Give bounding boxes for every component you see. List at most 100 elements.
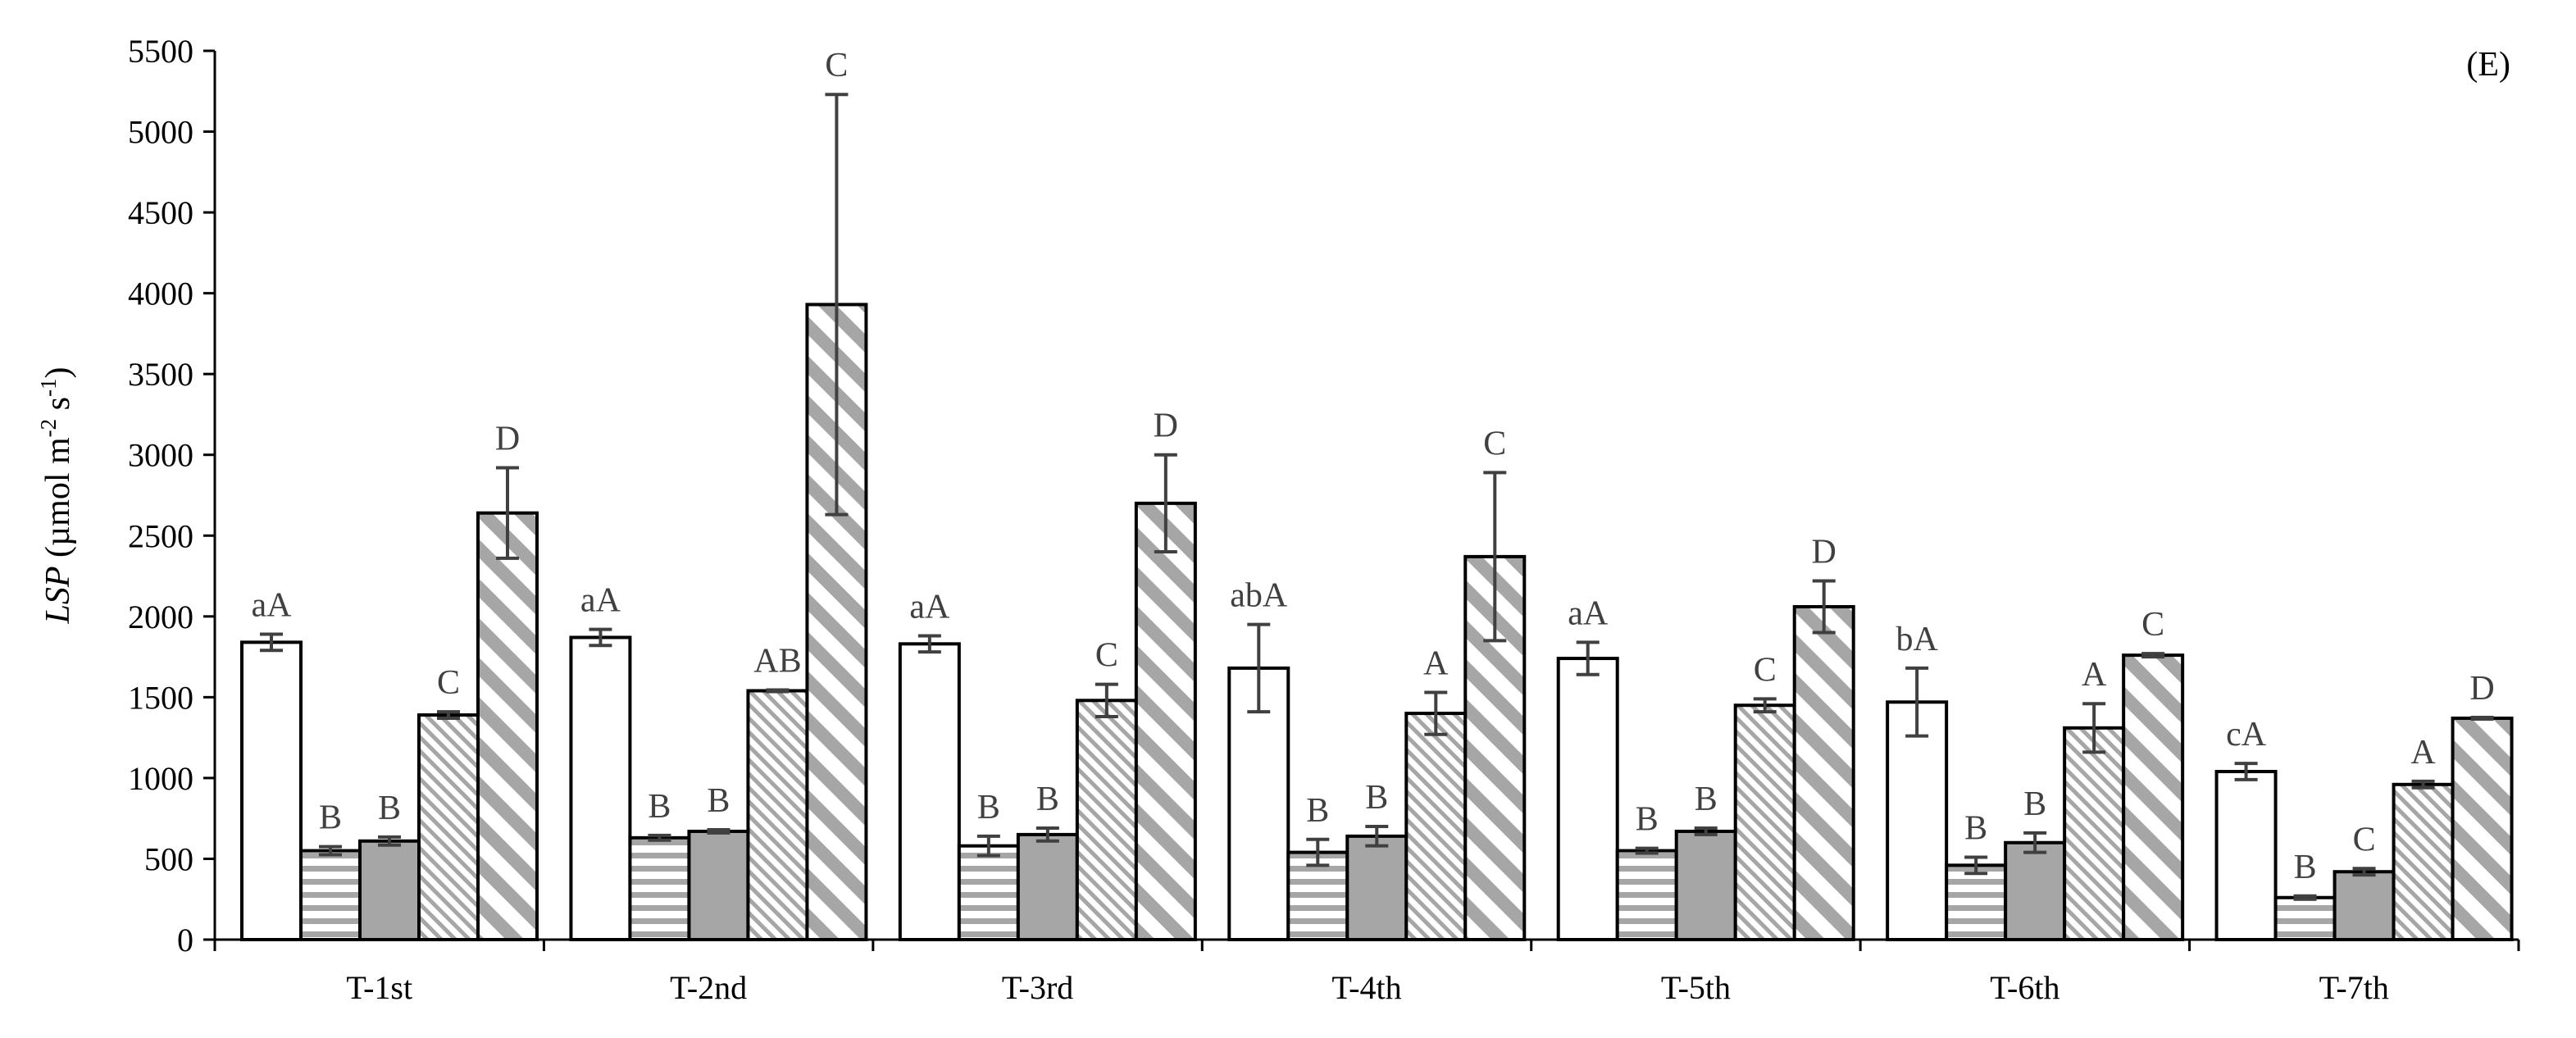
x-tick-label: T-6th <box>1990 969 2059 1006</box>
significance-label: B <box>1636 801 1659 839</box>
significance-label: C <box>437 664 460 702</box>
y-tick-label: 4500 <box>128 194 193 231</box>
y-tick-label: 2500 <box>128 517 193 554</box>
significance-label: B <box>648 788 671 826</box>
significance-label: AB <box>753 642 801 680</box>
bar <box>1016 832 1079 942</box>
y-axis-title-suffix: ) <box>39 366 77 378</box>
bar <box>1945 863 2008 941</box>
significance-label: D <box>1154 407 1178 445</box>
significance-label: B <box>1036 781 1059 818</box>
significance-label: C <box>1095 637 1118 675</box>
bar <box>1404 712 1468 942</box>
significance-label: B <box>977 789 1000 826</box>
significance-label: D <box>495 420 520 458</box>
bar <box>1674 829 1737 941</box>
significance-label: A <box>2082 656 2107 694</box>
significance-label: abA <box>1230 577 1288 615</box>
bar <box>687 829 750 941</box>
bar <box>417 713 480 941</box>
bar <box>1075 699 1138 942</box>
y-tick-label: 2000 <box>128 599 193 635</box>
significance-label: C <box>1483 425 1506 462</box>
y-tick-label: 1000 <box>128 760 193 797</box>
y-tick-label: 1500 <box>128 679 193 716</box>
significance-label: B <box>1964 809 1987 847</box>
bar <box>1556 657 1619 941</box>
significance-label: A <box>1423 644 1449 682</box>
bar <box>628 835 691 941</box>
bar <box>2004 840 2067 942</box>
significance-label: bA <box>1896 621 1938 658</box>
y-axis-title-prefix: (µmol m <box>39 437 77 567</box>
bar <box>299 849 362 941</box>
x-tick-label: T-3rd <box>1002 969 1073 1006</box>
bars <box>240 303 2514 942</box>
x-tick-label: T-7th <box>2319 969 2389 1006</box>
y-tick-label: 3500 <box>128 356 193 393</box>
bar <box>957 844 1020 941</box>
significance-label: B <box>2294 849 2317 886</box>
y-tick-label: 5500 <box>128 33 193 70</box>
significance-label: aA <box>1568 594 1609 632</box>
bar <box>1792 604 1855 941</box>
y-axis-title-sup2: -1 <box>36 378 61 397</box>
y-tick-label: 3000 <box>128 437 193 474</box>
significance-label: C <box>2141 606 2164 644</box>
significance-label: C <box>2353 821 2376 858</box>
bar <box>240 640 303 941</box>
bar <box>898 642 961 941</box>
significance-label: B <box>1306 792 1329 830</box>
significance-label: C <box>825 47 848 84</box>
significance-label: D <box>1812 533 1836 571</box>
bar <box>476 511 539 941</box>
bar <box>1134 501 1197 941</box>
significance-label: C <box>1754 651 1777 689</box>
bar <box>569 635 632 941</box>
bar <box>2392 782 2455 941</box>
x-tick-label: T-5th <box>1661 969 1731 1006</box>
bar <box>2451 716 2514 942</box>
y-tick-label: 4000 <box>128 275 193 312</box>
x-ticks: T-1st T-2nd T-3rd T-4th T-5th T-6th T-7th <box>213 940 2520 1006</box>
x-axis: T-1st T-2nd T-3rd T-4th T-5th T-6th T-7th <box>213 938 2520 1006</box>
y-axis-title-middle: s <box>39 397 77 419</box>
significance-label: A <box>2410 734 2436 772</box>
significance-label: aA <box>252 586 293 624</box>
y-tick-label: 5000 <box>128 114 193 151</box>
y-axis: 0 500 1000 1500 2000 2500 3000 3500 4000 4500 5000… <box>128 33 216 958</box>
error-bars <box>260 93 2494 901</box>
bar <box>1345 834 1409 941</box>
panel-label: (E) <box>2466 46 2510 84</box>
bar <box>1886 700 1949 941</box>
y-axis-title: LSP (µmol m-2 s-1) <box>36 366 77 624</box>
significance-label: B <box>1695 781 1718 818</box>
y-ticks: 0 500 1000 1500 2000 2500 3000 3500 4000 4500 5000… <box>128 33 215 958</box>
significance-label: B <box>2023 785 2046 823</box>
bar <box>2063 726 2126 941</box>
bar <box>2273 895 2337 941</box>
y-tick-label: 0 <box>177 922 193 958</box>
significance-label: B <box>707 782 730 820</box>
significance-label: aA <box>580 582 621 620</box>
significance-label: aA <box>909 588 950 626</box>
significance-label: cA <box>2226 716 2267 753</box>
bar <box>2333 870 2396 941</box>
bar <box>358 839 421 941</box>
significance-label: B <box>1365 779 1388 817</box>
y-axis-title-sup1: -2 <box>36 419 61 438</box>
y-axis-title-italic: LSP <box>39 567 77 625</box>
bar <box>2214 770 2278 941</box>
significance-label: D <box>2469 670 2494 708</box>
significance-label: B <box>378 790 401 827</box>
x-tick-label: T-1st <box>346 969 412 1006</box>
significance-label: B <box>319 799 342 837</box>
bar <box>2122 653 2185 941</box>
bar <box>746 689 809 941</box>
x-tick-label: T-4th <box>1331 969 1401 1006</box>
bar <box>1733 703 1796 942</box>
bar <box>1615 849 1678 941</box>
